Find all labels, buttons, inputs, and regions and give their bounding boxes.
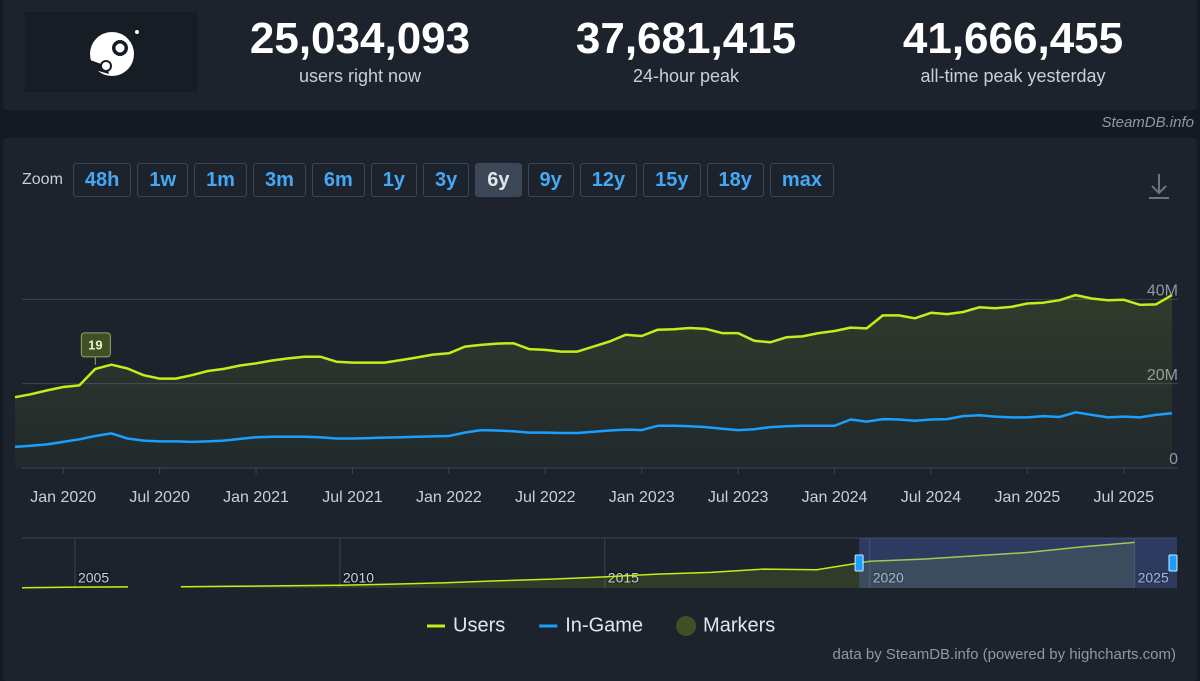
navigator-tick-label: 2010 [343,570,374,586]
stat-value: 25,034,093 [249,14,471,63]
zoom-button[interactable]: 48h [72,163,132,197]
footer[interactable]: data by SteamDB.info (powered by highcha… [832,646,1177,663]
legend-label[interactable]: In-Game [565,614,643,636]
navigator-line [21,541,1135,589]
x-tick-label: Jul 2023 [708,489,769,506]
y-tick-label: 0 [1169,451,1178,468]
x-tick-label: Jul 2022 [515,489,576,506]
zoom-button[interactable]: 9y [527,163,574,197]
x-tick-label: Jul 2024 [901,489,962,506]
navigator-tick-label: 2005 [78,570,109,586]
stat-label: 24-hour peak [632,66,740,86]
zoom-button[interactable]: 1m [194,163,247,197]
navigator-handle[interactable] [1168,554,1178,572]
x-tick-label: Jan 2020 [30,489,96,506]
zoom-button[interactable]: 6y [475,163,522,197]
series-line [14,411,1173,449]
marker-flag [80,332,111,358]
zoom-button[interactable]: max [769,163,834,197]
x-tick-label: Jul 2020 [129,489,190,506]
stat-value: 41,666,455 [902,14,1124,63]
zoom-button[interactable]: 1y [370,163,418,197]
zoom-button[interactable]: 3y [423,163,470,197]
stat: 37,681,415 24-hour peak [526,14,846,88]
stat-label: all-time peak yesterday [920,66,1106,86]
series-line [14,293,1173,399]
navigator-tick-label: 2025 [1138,570,1169,586]
stat-label: users right now [298,66,422,86]
x-tick-label: Jan 2022 [416,489,482,506]
x-tick-label: Jan 2025 [994,489,1060,506]
x-tick-label: Jul 2025 [1094,489,1155,506]
x-tick-label: Jan 2023 [609,489,675,506]
x-tick-label: Jan 2021 [223,489,289,506]
users-area [15,295,1172,468]
zoom-button[interactable]: 6m [311,163,365,197]
marker-label: 19 [88,337,102,352]
zoom-label: Zoom [22,171,63,188]
navigator-area [22,542,1135,588]
zoom-button[interactable]: 3m [252,163,306,197]
legend-swatch [676,616,697,636]
navigator-selection [859,538,1177,588]
zoom-button[interactable]: 15y [643,163,701,197]
zoom-button[interactable]: 18y [706,163,764,197]
legend-label[interactable]: Users [453,614,505,636]
navigator-tick-label: 2015 [608,570,639,586]
x-tick-label: Jul 2021 [322,489,383,506]
zoom-button[interactable]: 12y [579,163,638,197]
stat: 25,034,093 users right now [200,14,520,88]
credit[interactable]: SteamDB.info [1101,114,1194,131]
steam-logo [25,12,198,92]
navigator-handle[interactable] [854,554,864,572]
legend-label[interactable]: Markers [703,614,775,636]
y-tick-label: 40M [1147,283,1178,300]
logo-icon [90,30,139,76]
navigator-tick-label: 2020 [873,570,904,586]
zoom-button[interactable]: 1w [137,163,189,197]
zoom-bar: Zoom 48h 1w 1m 3m 6m 1y 3y 6y 9y 12y 15y 18y max [22,163,834,197]
stat-value: 37,681,415 [575,14,797,63]
stat: 41,666,455 all-time peak yesterday [853,14,1173,88]
navigator-bg [22,538,1177,588]
stats-panel: 25,034,093 users right now 37,681,415 24-ho… [3,0,1197,110]
x-tick-label: Jan 2024 [802,489,868,506]
download-icon[interactable] [1149,174,1169,199]
